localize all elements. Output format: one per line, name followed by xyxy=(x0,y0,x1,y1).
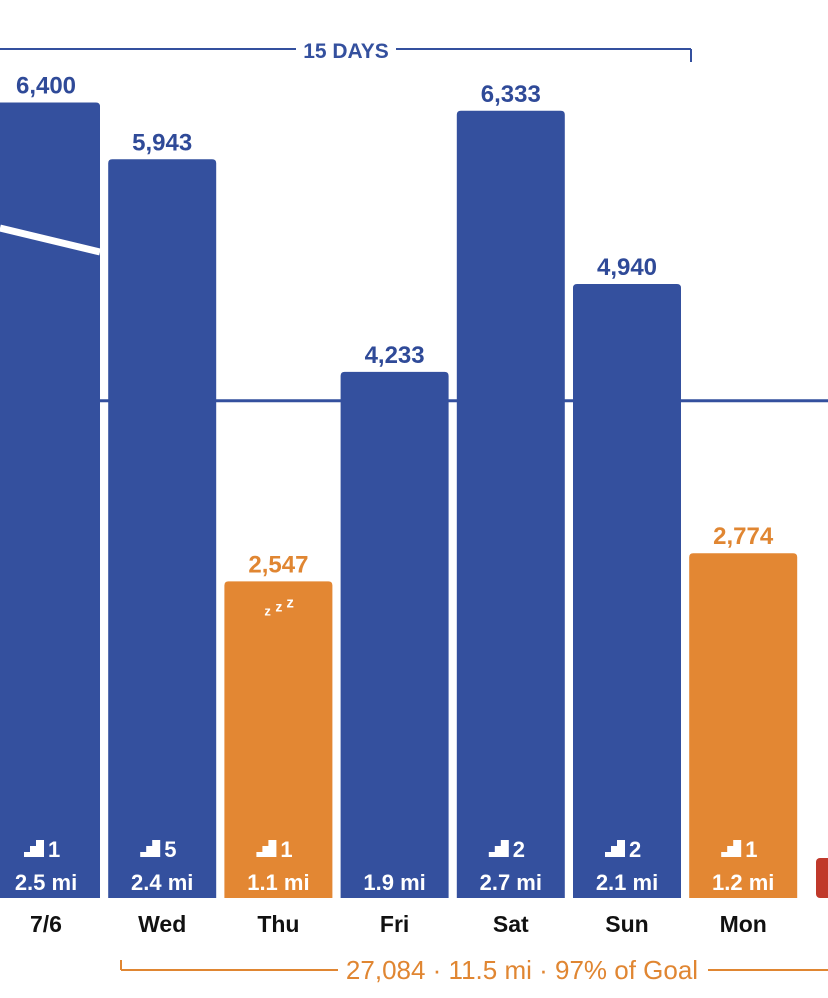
day-label: Sat xyxy=(493,911,529,937)
value-label: 4,233 xyxy=(365,342,425,369)
stairs-icon xyxy=(140,840,161,857)
summary-text: 27,084 · 11.5 mi · 97% of Goal xyxy=(346,955,698,985)
next-bar-partial xyxy=(816,858,828,898)
stairs-icon xyxy=(256,840,277,857)
distance-label: 1.2 mi xyxy=(712,870,774,895)
distance-label: 1.1 mi xyxy=(247,870,309,895)
day-label: 7/6 xyxy=(30,911,62,937)
bar-Mon[interactable] xyxy=(689,553,798,898)
distance-label: 1.9 mi xyxy=(363,870,425,895)
value-label: 6,400 xyxy=(16,72,76,99)
stairs-icon xyxy=(488,840,509,857)
range-label: 15 DAYS xyxy=(303,40,389,63)
summary-bracket: 27,084 · 11.5 mi · 97% of Goal xyxy=(120,955,828,985)
flights-label: 1 xyxy=(280,837,292,862)
value-label: 6,333 xyxy=(481,81,541,108)
flights-label: 2 xyxy=(629,837,641,862)
value-label: 2,774 xyxy=(713,523,774,550)
day-label: Mon xyxy=(720,911,767,937)
trend-line xyxy=(0,224,101,256)
flights-label: 2 xyxy=(513,837,525,862)
value-label: 4,940 xyxy=(597,254,657,281)
day-label: Wed xyxy=(138,911,186,937)
stairs-icon xyxy=(721,840,742,857)
bar-7/6[interactable] xyxy=(0,102,100,898)
bar-Sun[interactable] xyxy=(573,283,681,898)
bar-Sat[interactable] xyxy=(456,110,565,898)
distance-label: 2.5 mi xyxy=(15,870,77,895)
range-bracket: 15 DAYS xyxy=(0,40,692,63)
value-label: 2,547 xyxy=(248,551,308,578)
day-label: Fri xyxy=(380,911,409,937)
bar-Wed[interactable] xyxy=(108,159,217,898)
bar-Thu[interactable] xyxy=(224,581,333,898)
stairs-icon xyxy=(605,840,625,857)
distance-label: 2.1 mi xyxy=(596,870,658,895)
distance-label: 2.4 mi xyxy=(131,870,193,895)
stairs-icon xyxy=(24,840,44,857)
value-label: 5,943 xyxy=(132,129,192,156)
flights-label: 5 xyxy=(164,837,176,862)
labels-layer: 6,400 2.5 mi 1 7/6 5,943 2.4 mi 5 Wed 2,547 1.1 m… xyxy=(15,72,775,937)
day-label: Thu xyxy=(257,911,299,937)
bar-Fri[interactable] xyxy=(340,371,449,898)
flights-label: 1 xyxy=(48,837,60,862)
distance-label: 2.7 mi xyxy=(480,870,542,895)
bars-layer xyxy=(0,102,798,898)
flights-label: 1 xyxy=(745,837,757,862)
day-label: Sun xyxy=(605,911,648,937)
